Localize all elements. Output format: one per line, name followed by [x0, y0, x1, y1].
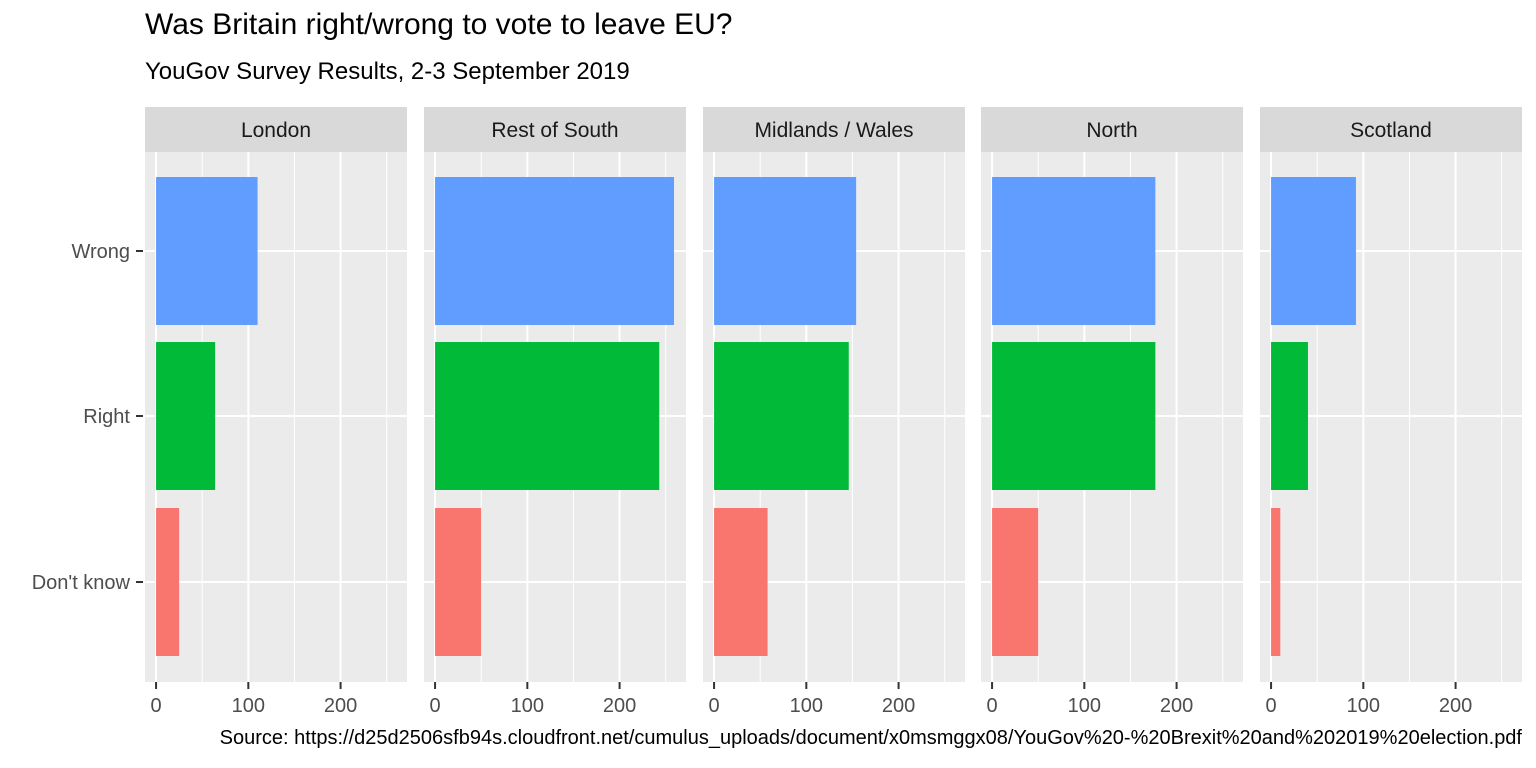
facet-strip-rest-of-south: [424, 107, 686, 152]
facet-strip-north: [981, 107, 1243, 152]
y-tick-label: Wrong: [71, 241, 130, 263]
bar-london-right: [156, 342, 216, 490]
y-tick-label: Right: [83, 406, 130, 428]
x-tick-label: 0: [430, 695, 441, 717]
bar-scotland-wrong: [1271, 177, 1356, 325]
x-tick-label: 100: [511, 695, 544, 717]
facet-label: North: [1086, 119, 1137, 142]
chart-title: Was Britain right/wrong to vote to leave…: [145, 8, 733, 41]
bar-north-right: [992, 342, 1156, 490]
bar-north-wrong: [992, 177, 1156, 325]
x-tick-label: 100: [232, 695, 265, 717]
x-tick-label: 0: [709, 695, 720, 717]
facet-label: London: [241, 119, 311, 142]
bar-midlands-wales-wrong: [714, 177, 857, 325]
x-tick-label: 0: [987, 695, 998, 717]
chart-caption: Source: https://d25d2506sfb94s.cloudfron…: [219, 727, 1522, 749]
facet-strip-london: [145, 107, 407, 152]
x-tick-label: 100: [1347, 695, 1380, 717]
bar-north-don-t-know: [992, 508, 1039, 656]
bar-london-wrong: [156, 177, 258, 325]
x-tick-label: 100: [790, 695, 823, 717]
facet-strip-scotland: [1260, 107, 1522, 152]
bar-rest-of-south-don-t-know: [435, 508, 482, 656]
bar-rest-of-south-wrong: [435, 177, 675, 325]
x-tick-label: 200: [603, 695, 636, 717]
x-tick-label: 200: [324, 695, 357, 717]
bar-midlands-wales-right: [714, 342, 849, 490]
facet-label: Midlands / Wales: [754, 119, 913, 142]
facet-strip-midlands-wales: [703, 107, 965, 152]
x-tick-label: 200: [1439, 695, 1472, 717]
facet-label: Rest of South: [491, 119, 618, 142]
x-tick-label: 100: [1068, 695, 1101, 717]
chart-subtitle: YouGov Survey Results, 2-3 September 201…: [145, 58, 630, 85]
bar-scotland-right: [1271, 342, 1308, 490]
x-tick-label: 200: [882, 695, 915, 717]
bar-rest-of-south-right: [435, 342, 660, 490]
bar-scotland-don-t-know: [1271, 508, 1281, 656]
x-tick-label: 0: [151, 695, 162, 717]
facet-label: Scotland: [1350, 119, 1432, 142]
y-tick-label: Don't know: [32, 572, 131, 594]
x-tick-label: 200: [1160, 695, 1193, 717]
bar-midlands-wales-don-t-know: [714, 508, 768, 656]
bar-london-don-t-know: [156, 508, 180, 656]
x-tick-label: 0: [1266, 695, 1277, 717]
